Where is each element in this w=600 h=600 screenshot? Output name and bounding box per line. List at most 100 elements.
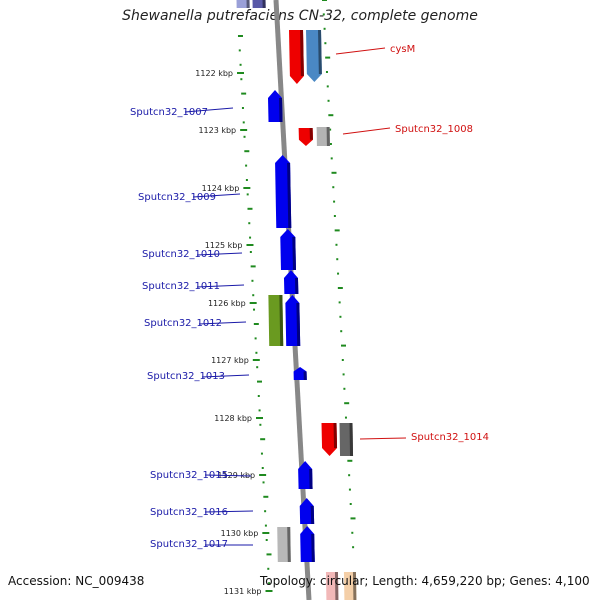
leader-line [198,321,247,325]
leader-line [196,284,245,288]
gene-1009[interactable] [275,155,292,228]
gene-arrow-shade [279,295,284,346]
gene-label: Sputcn32_1008 [395,124,473,135]
blue-gray-gene[interactable] [306,30,322,82]
gene-label: Sputcn32_1013 [147,371,225,382]
gene-1017-gray[interactable] [277,527,291,562]
gene-arrow-shade [309,469,313,489]
gene-1008[interactable] [298,128,313,146]
gene-label-group[interactable]: Sputcn32_1013 [147,371,250,382]
gene-label-group[interactable]: Sputcn32_1010 [142,249,243,260]
gene-label-group[interactable]: Sputcn32_1017 [150,539,253,550]
leader-line [204,474,252,477]
tick-dot-tracks [237,0,356,585]
gene-label: Sputcn32_1012 [144,318,222,329]
gene-1014-gray[interactable] [339,423,354,456]
gene-label: Sputcn32_1015 [150,470,228,481]
gene-label: Sputcn32_1009 [138,192,216,203]
gene-label: Sputcn32_1011 [142,281,220,292]
gene-arrow [268,295,284,346]
gene-arrow [298,128,313,146]
gene-arrow [280,229,296,270]
gene-label-group[interactable]: Sputcn32_1016 [150,507,254,518]
gene-features [236,0,357,600]
tick-label: 1126 kbp [208,299,246,308]
gene-label: cysM [390,44,415,55]
gene-arrow-shade [292,237,296,270]
cysM-gene[interactable] [289,30,304,84]
gene-arrow-shade [287,527,291,562]
gene-labels: cysM Sputcn32_1007 Sputcn32_1008 Sputcn32_1… [130,44,489,550]
tick-label: 1122 kbp [195,69,233,78]
partial-gene-bottom-1[interactable] [325,572,339,600]
gene-arrow-shade [246,0,250,8]
gene-label-group[interactable]: cysM [335,44,415,55]
gene-1012-green[interactable] [268,295,284,346]
leader-line [359,437,407,440]
gene-label-group[interactable]: Sputcn32_1008 [342,124,473,135]
gene-1012[interactable] [285,295,301,346]
partial-gene-top-1[interactable] [252,0,266,8]
gene-arrow [300,526,315,562]
map-title: Shewanella putrefaciens CN-32, complete … [122,8,478,24]
gene-label-group[interactable]: Sputcn32_1012 [144,318,247,329]
tick-label: 1124 kbp [202,184,240,193]
gene-arrow-shade [349,423,354,456]
gene-1014[interactable] [321,423,338,456]
gene-label-group[interactable]: Sputcn32_1007 [130,107,234,118]
gene-1015[interactable] [298,461,313,489]
gene-label: Sputcn32_1007 [130,107,208,118]
leader-line [342,127,391,135]
gene-1013[interactable] [293,367,307,380]
gene-arrow [283,270,299,294]
topology-text: Topology: circular; Length: 4,659,220 bp… [260,574,590,588]
gene-arrow-shade [296,303,301,346]
tick-label: 1128 kbp [214,414,252,423]
gene-1017[interactable] [300,526,315,562]
gene-arrow-shade [310,506,315,524]
tick-label: 1123 kbp [198,126,236,135]
leader-line [335,47,386,55]
gene-arrow-shade [303,371,307,380]
gene-1016[interactable] [299,498,315,524]
gene-1011[interactable] [283,270,299,294]
gene-arrow [316,127,330,146]
gene-label: Sputcn32_1014 [411,432,489,443]
gene-label: Sputcn32_1010 [142,249,220,260]
partial-gene-top-2[interactable] [236,0,250,8]
gene-arrow [306,30,322,82]
gene-arrow-shade [334,572,339,600]
gene-arrow [293,367,307,380]
gene-arrow-shade [311,534,315,562]
gene-1008-gray[interactable] [316,127,330,146]
gene-arrow-shade [279,98,283,122]
leader-line [204,510,254,513]
gene-arrow [321,423,338,456]
gene-label-group[interactable]: Sputcn32_1011 [142,281,245,292]
gene-arrow-shade [352,572,357,600]
gene-arrow-shade [326,127,330,146]
leader-line [184,107,234,113]
gene-arrow [236,0,250,8]
gene-arrow [252,0,266,8]
gene-label-group[interactable]: Sputcn32_1015 [150,470,252,481]
tick-label: 1127 kbp [211,356,249,365]
accession-text: Accession: NC_009438 [8,574,145,588]
tick-label: 1131 kbp [224,587,262,596]
gene-arrow [299,498,315,524]
gene-arrow [268,90,283,122]
leader-line [192,193,241,198]
gene-arrow-shade [262,0,266,8]
gene-arrow-shade [318,30,322,74]
partial-gene-bottom-2[interactable] [343,572,357,600]
tick-label: 1125 kbp [205,241,243,250]
gene-label: Sputcn32_1016 [150,507,228,518]
gene-label-group[interactable]: Sputcn32_1009 [138,192,241,203]
gene-label-group[interactable]: Sputcn32_1014 [359,432,489,443]
gene-arrow [298,461,313,489]
gene-arrow-shade [300,30,304,76]
gene-1007[interactable] [268,90,283,122]
gene-arrow [289,30,304,84]
gene-1010[interactable] [280,229,296,270]
